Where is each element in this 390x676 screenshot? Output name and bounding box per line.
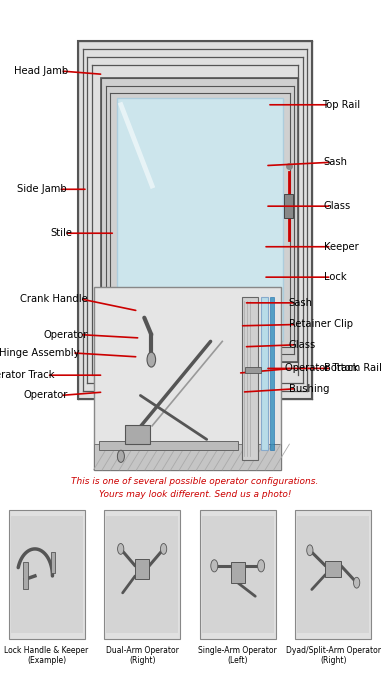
Circle shape (258, 560, 264, 572)
Text: Glass: Glass (289, 340, 316, 349)
Bar (125, 425, 150, 444)
Bar (11, 516, 83, 633)
Text: (Right): (Right) (129, 656, 155, 665)
FancyBboxPatch shape (200, 510, 276, 639)
Text: Operator: Operator (24, 391, 68, 400)
Text: Keeper: Keeper (324, 242, 358, 251)
Bar (297, 516, 369, 633)
Text: This is one of several possible operator configurations.: This is one of several possible operator… (71, 477, 319, 487)
Bar (284, 194, 293, 218)
Circle shape (307, 545, 313, 556)
Text: Bushing: Bushing (289, 384, 329, 393)
Circle shape (118, 544, 124, 554)
Text: Operator: Operator (43, 330, 88, 339)
Circle shape (354, 577, 360, 588)
Bar (325, 561, 341, 577)
FancyBboxPatch shape (9, 510, 85, 639)
Circle shape (211, 560, 218, 572)
Text: Sash: Sash (289, 298, 313, 308)
Bar (23, 562, 28, 589)
Text: Hinge Assembly: Hinge Assembly (0, 348, 80, 358)
Text: Stile: Stile (50, 228, 72, 238)
Text: Operator Track: Operator Track (285, 364, 358, 373)
Text: Crank Handle: Crank Handle (20, 294, 88, 304)
Bar (231, 562, 245, 583)
Text: (Example): (Example) (27, 656, 66, 665)
Text: Yours may look different. Send us a photo!: Yours may look different. Send us a phot… (99, 490, 291, 500)
Bar (117, 98, 283, 341)
Bar (270, 297, 274, 450)
Text: Lock Handle & Keeper: Lock Handle & Keeper (4, 646, 89, 654)
Text: Retainer Clip: Retainer Clip (289, 320, 353, 329)
Bar (94, 374, 242, 387)
Bar (78, 41, 312, 399)
Text: Glass: Glass (324, 201, 351, 211)
Text: Top Rail: Top Rail (322, 100, 360, 110)
Bar (261, 297, 268, 450)
Text: Dual-Arm Operator: Dual-Arm Operator (106, 646, 179, 654)
Bar (106, 516, 178, 633)
Bar (135, 559, 149, 579)
FancyBboxPatch shape (295, 510, 371, 639)
Bar (94, 287, 281, 470)
Circle shape (147, 352, 156, 367)
Bar (242, 297, 258, 460)
Bar (51, 552, 55, 573)
Bar (101, 78, 298, 362)
Text: Lock: Lock (324, 272, 346, 282)
Bar (99, 441, 238, 450)
Circle shape (161, 544, 167, 554)
Text: (Left): (Left) (227, 656, 248, 665)
Text: Operator Track: Operator Track (0, 370, 55, 380)
Bar (202, 516, 274, 633)
Text: (Right): (Right) (320, 656, 346, 665)
Text: Dyad/Split-Arm Operator: Dyad/Split-Arm Operator (286, 646, 381, 654)
Text: Single-Arm Operator: Single-Arm Operator (199, 646, 277, 654)
Text: Side Jamb: Side Jamb (17, 185, 66, 194)
FancyBboxPatch shape (104, 510, 180, 639)
Bar (94, 444, 281, 470)
Bar (245, 367, 261, 373)
Circle shape (117, 450, 124, 462)
Text: Sash: Sash (324, 158, 348, 167)
Text: Head Jamb: Head Jamb (14, 66, 68, 76)
Text: Bottom Rail: Bottom Rail (324, 364, 381, 373)
